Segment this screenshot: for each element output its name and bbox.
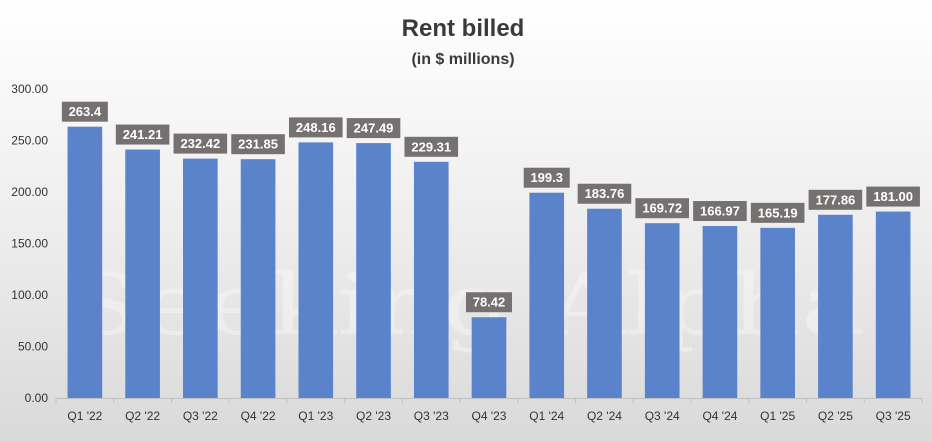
data-label-box (61, 101, 108, 122)
data-label-box (866, 186, 920, 207)
data-label: 232.42 (180, 136, 220, 151)
bar (67, 126, 103, 398)
x-tick-label: Q1 '24 (529, 409, 564, 423)
bar (875, 211, 911, 398)
data-label: 231.85 (238, 137, 278, 152)
bar (760, 227, 795, 398)
y-tick-label: 150.00 (11, 237, 48, 251)
x-tick-label: Q3 '23 (414, 409, 449, 423)
data-label-box (693, 201, 747, 222)
data-label-box (635, 198, 689, 219)
data-label-box (523, 167, 570, 188)
x-tick-label: Q2 '22 (125, 409, 160, 423)
bar (356, 143, 391, 398)
data-label: 166.97 (700, 204, 740, 219)
data-label-box (346, 118, 401, 139)
bar (529, 192, 565, 398)
data-label-box (808, 189, 863, 210)
x-tick-label: Q4 '22 (241, 409, 276, 423)
x-tick-label: Q1 '22 (67, 409, 102, 423)
bars (67, 126, 911, 398)
data-labels: 263.4 241.21 232.42 231.85 248.16 247.49 229.3… (61, 101, 920, 313)
data-label: 199.3 (530, 170, 563, 185)
bar (587, 208, 622, 398)
bar (413, 161, 449, 398)
data-label: 165.19 (758, 205, 798, 220)
x-axis: Q1 '22 Q2 '22 Q3 '22 Q4 '22 Q1 '23 Q2 '23 Q3 '… (55, 398, 923, 423)
x-tick-label: Q3 '24 (645, 409, 680, 423)
data-label: 78.42 (473, 295, 506, 310)
data-label-box (231, 134, 285, 155)
x-tick-label: Q4 '23 (472, 409, 507, 423)
x-tick-label: Q2 '25 (818, 409, 853, 423)
bar (818, 214, 853, 398)
x-tick-label: Q1 '25 (760, 409, 795, 423)
data-label: 181.00 (873, 189, 913, 204)
x-tick-label: Q4 '24 (702, 409, 737, 423)
data-label: 263.4 (69, 104, 102, 119)
y-tick-label: 250.00 (11, 134, 48, 148)
bar (125, 149, 160, 398)
data-label: 229.31 (411, 139, 451, 154)
chart-title: Rent billed (402, 15, 525, 42)
bar (240, 159, 276, 398)
data-label-box (115, 124, 170, 145)
data-label-box (289, 117, 343, 138)
data-label: 247.49 (354, 121, 394, 136)
data-label: 169.72 (642, 201, 682, 216)
data-label-box (577, 183, 632, 204)
data-label-box (466, 292, 512, 313)
x-tick-label: Q2 '23 (356, 409, 391, 423)
x-tick-label: Q3 '25 (876, 409, 911, 423)
data-label-box (750, 202, 805, 223)
chart-subtitle: (in $ millions) (411, 51, 514, 68)
bar (298, 142, 334, 398)
y-tick-label: 300.00 (11, 82, 48, 96)
data-label: 183.76 (585, 186, 625, 201)
y-tick-label: 0.00 (25, 391, 49, 405)
data-label: 248.16 (296, 120, 336, 135)
data-label: 177.86 (816, 192, 856, 207)
bar (183, 158, 218, 398)
x-tick-label: Q3 '22 (183, 409, 218, 423)
y-tick-label: 200.00 (11, 185, 48, 199)
y-axis: 0.00 50.00 100.00 150.00 200.00 250.00 300.00 (11, 82, 48, 405)
data-label-box (404, 136, 459, 157)
y-tick-label: 50.00 (18, 340, 48, 354)
bar (702, 226, 738, 398)
x-tick-label: Q1 '23 (298, 409, 333, 423)
data-label: 241.21 (123, 127, 163, 142)
bar (471, 317, 507, 398)
data-label-box (173, 133, 228, 154)
bar (644, 223, 680, 398)
x-tick-label: Q2 '24 (587, 409, 622, 423)
y-tick-label: 100.00 (11, 288, 48, 302)
